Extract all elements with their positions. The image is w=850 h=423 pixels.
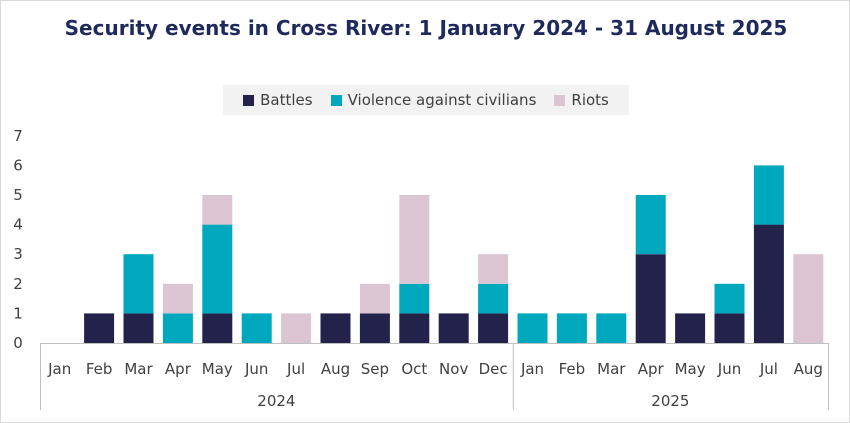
x-tick-label: Feb [559, 360, 586, 378]
x-tick-label: Apr [165, 360, 192, 378]
bar-battles [123, 313, 154, 343]
x-tick-label: Aug [321, 360, 350, 378]
bar-violence [123, 254, 154, 314]
bar-violence [478, 283, 509, 314]
bar-battles [714, 313, 745, 343]
legend-label-violence: Violence against civilians [347, 91, 537, 109]
y-tick-label: 2 [13, 275, 23, 293]
legend-swatch-violence [330, 94, 342, 106]
x-tick-label: Jun [717, 360, 741, 378]
bar-battles [478, 313, 509, 343]
bar-riots [359, 283, 390, 314]
x-tick-label: Oct [401, 360, 427, 378]
y-tick-label: 1 [13, 304, 23, 322]
bar-violence [202, 224, 233, 314]
legend-label-battles: Battles [260, 91, 313, 109]
x-tick-label: May [675, 360, 706, 378]
bar-battles [359, 313, 390, 343]
bar-riots [478, 254, 509, 284]
bar-battles [84, 313, 115, 343]
legend-item-riots: Riots [554, 91, 609, 109]
bar-violence [517, 313, 548, 343]
bar-battles [675, 313, 706, 343]
bar-violence [635, 195, 666, 255]
bar-battles [753, 224, 784, 343]
legend-label-riots: Riots [571, 91, 609, 109]
bar-riots [202, 195, 233, 225]
legend-swatch-battles [243, 94, 255, 106]
x-tick-label: Sep [361, 360, 389, 378]
x-tick-label: Mar [597, 360, 626, 378]
y-tick-label: 0 [13, 334, 23, 352]
x-tick-label: Nov [439, 360, 468, 378]
bar-violence [596, 313, 627, 343]
x-tick-label: Mar [124, 360, 153, 378]
x-tick-label: Dec [479, 360, 508, 378]
chart-legend: Battles Violence against civilians Riots [223, 85, 629, 115]
x-tick-label: Jan [47, 360, 71, 378]
x-tick-label: Aug [794, 360, 823, 378]
legend-swatch-riots [554, 94, 566, 106]
bar-battles [438, 313, 469, 343]
bar-riots [162, 283, 193, 314]
bar-riots [281, 313, 312, 343]
bar-battles [399, 313, 430, 343]
bar-violence [399, 283, 430, 314]
bar-riots [399, 195, 430, 284]
x-tick-label: Jul [286, 360, 305, 378]
y-tick-label: 4 [13, 216, 23, 234]
x-tick-label: Jan [520, 360, 544, 378]
bar-violence [162, 313, 193, 343]
bar-battles [202, 313, 233, 343]
x-tick-label: Jun [244, 360, 268, 378]
legend-item-battles: Battles [243, 91, 313, 109]
bar-violence [753, 165, 784, 225]
x-tick-label: Apr [638, 360, 665, 378]
bar-battles [635, 254, 666, 343]
bar-riots [793, 254, 824, 343]
y-tick-label: 7 [13, 127, 23, 145]
y-tick-label: 5 [13, 186, 23, 204]
x-tick-label: May [202, 360, 233, 378]
bar-violence [714, 283, 745, 314]
x-tick-label: Feb [86, 360, 113, 378]
bar-battles [320, 313, 351, 343]
y-tick-label: 3 [13, 245, 23, 263]
x-tick-label: Jul [759, 360, 778, 378]
year-group-label: 2025 [651, 392, 689, 410]
y-tick-label: 6 [13, 156, 23, 174]
legend-item-violence: Violence against civilians [330, 91, 537, 109]
bar-violence [241, 313, 272, 343]
chart-title: Security events in Cross River: 1 Januar… [64, 16, 788, 40]
bar-violence [556, 313, 587, 343]
year-group-label: 2024 [257, 392, 295, 410]
